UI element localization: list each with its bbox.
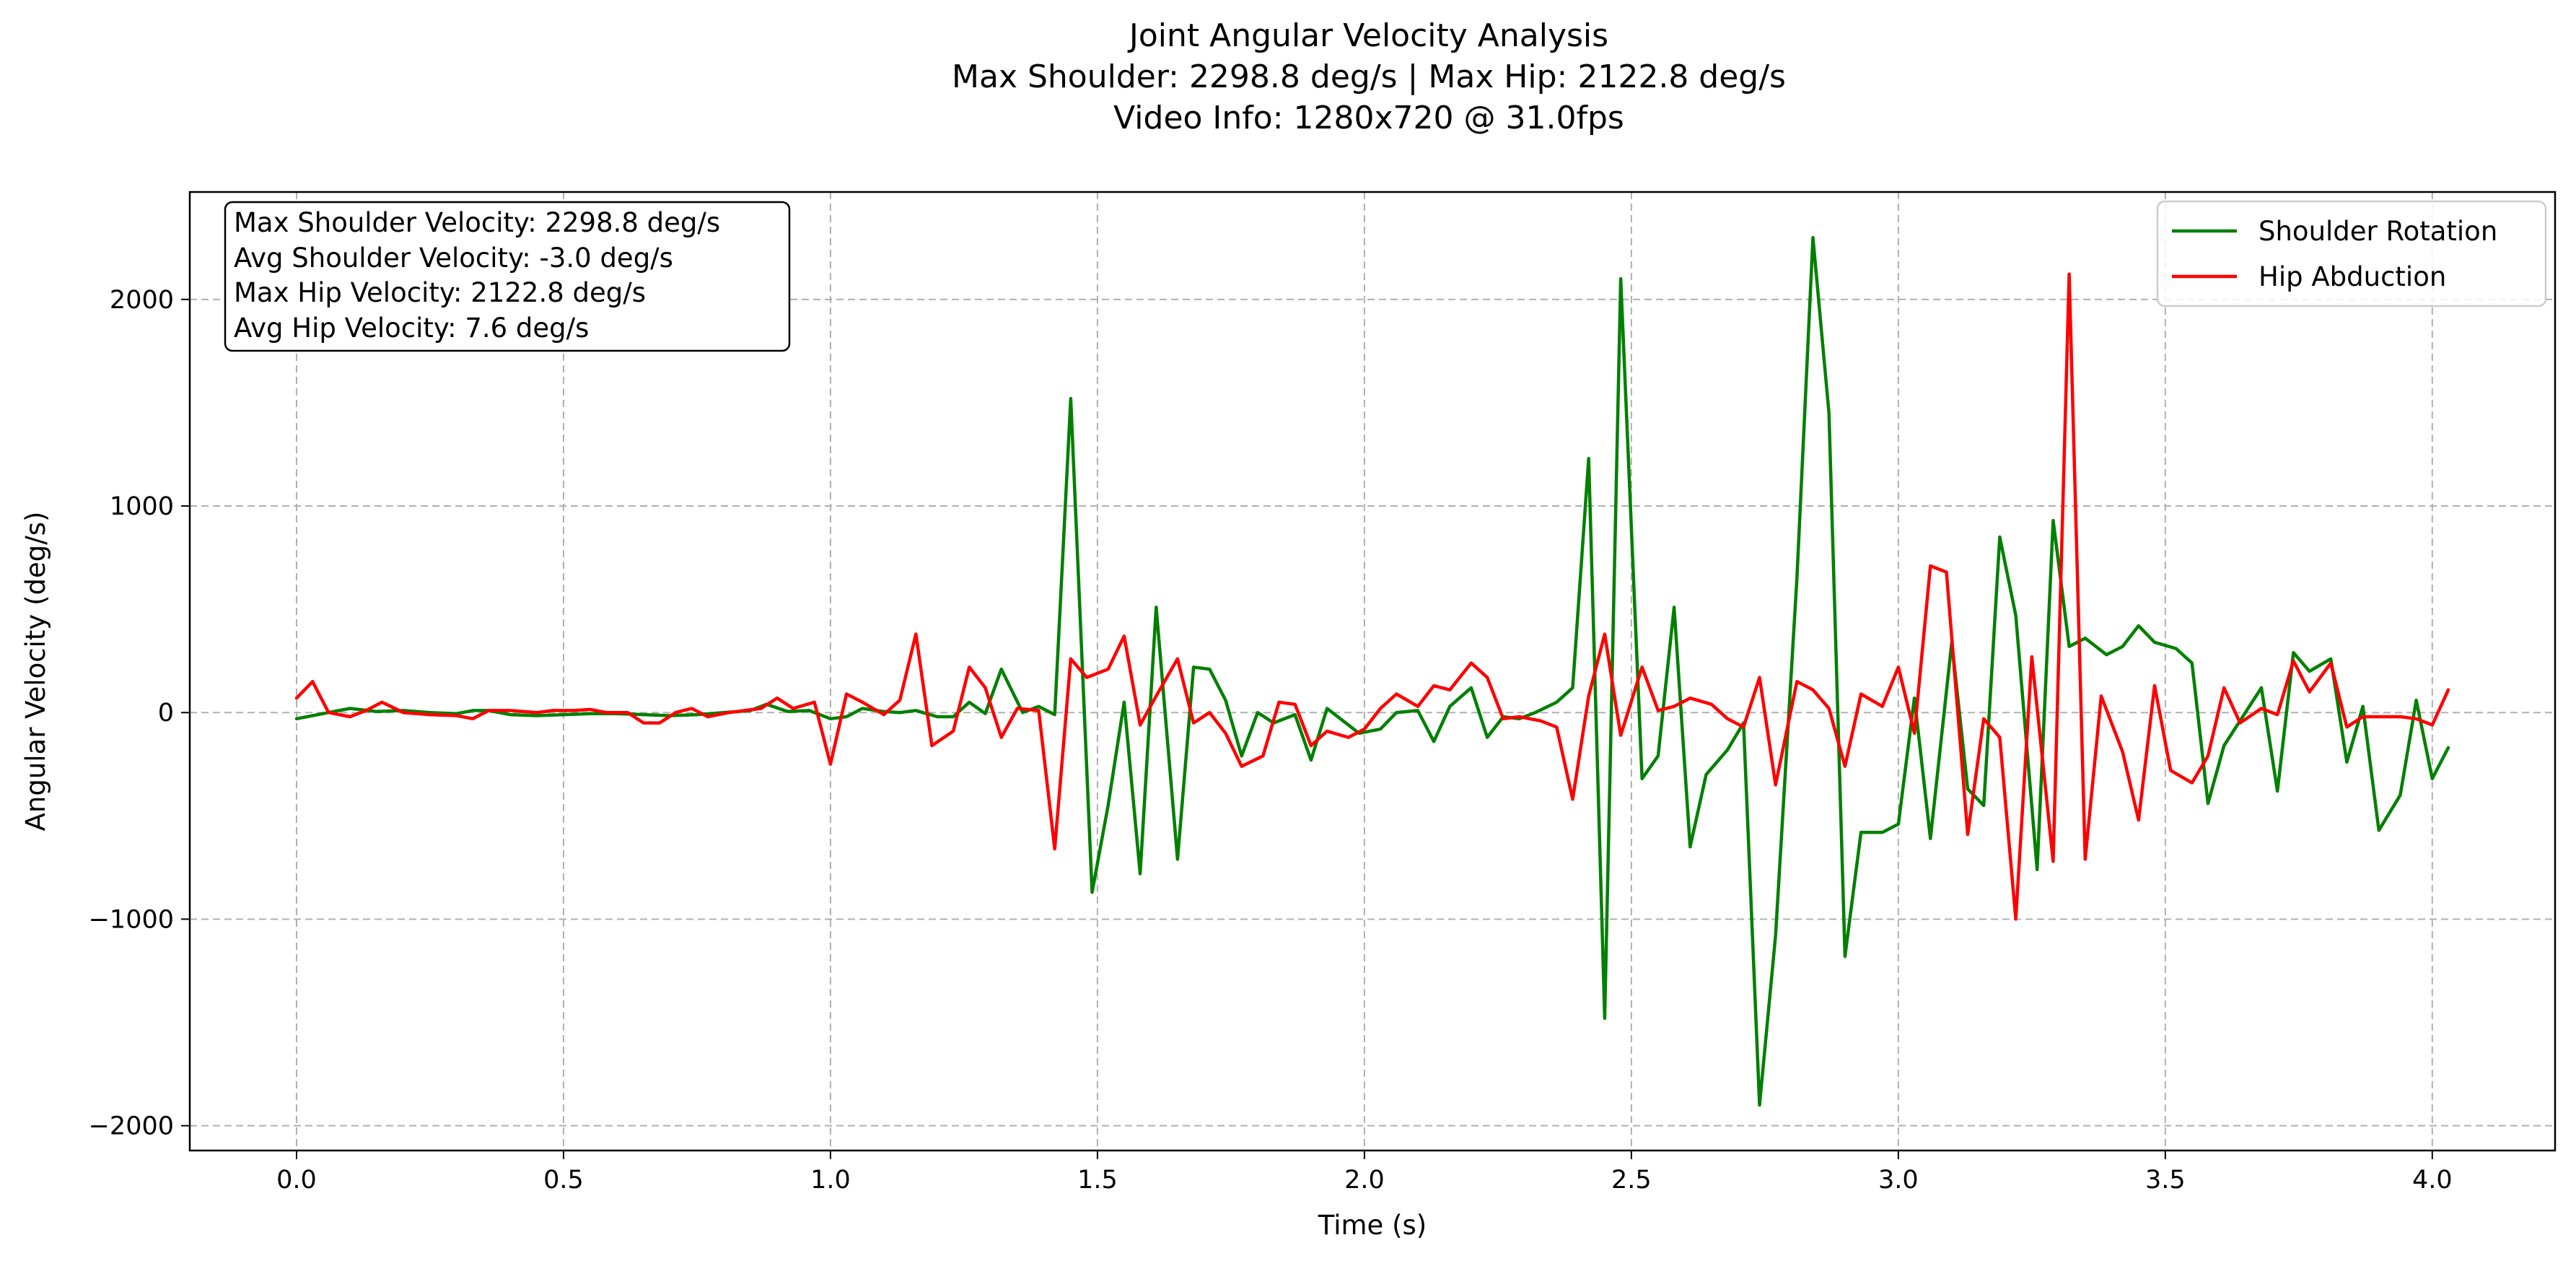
y-tick-label: −1000 <box>89 905 174 934</box>
legend: Shoulder Rotation Hip Abduction <box>2156 200 2547 307</box>
chart-title: Joint Angular Velocity Analysis <box>1127 17 1608 54</box>
series-line-hip-abduction <box>294 272 2450 921</box>
y-axis-label: Angular Velocity (deg/s) <box>20 512 51 831</box>
plot-frame <box>188 191 2557 1152</box>
x-tick-label: 3.5 <box>2145 1166 2186 1195</box>
x-tick-label: 0.0 <box>276 1166 317 1195</box>
y-tick-label: 0 <box>158 699 174 728</box>
stats-max-hip: Max Hip Velocity: 2122.8 deg/s <box>234 277 646 308</box>
x-tick-label: 2.0 <box>1344 1166 1385 1195</box>
x-axis-label: Time (s) <box>1318 1210 1427 1241</box>
stats-avg-shoulder: Avg Shoulder Velocity: -3.0 deg/s <box>234 243 673 274</box>
legend-label-hip-abduction: Hip Abduction <box>2259 261 2446 292</box>
x-tick-label: 0.5 <box>543 1166 584 1195</box>
x-tick-label: 3.0 <box>1878 1166 1919 1195</box>
stats-max-shoulder: Max Shoulder Velocity: 2298.8 deg/s <box>234 207 720 238</box>
x-tick-label: 1.5 <box>1077 1166 1118 1195</box>
stats-avg-hip: Avg Hip Velocity: 7.6 deg/s <box>234 313 589 344</box>
series-line-shoulder-rotation <box>294 236 2450 1107</box>
chart-subtitle-video: Video Info: 1280x720 @ 31.0fps <box>1113 100 1624 136</box>
x-axis-ticks: 0.0 0.5 1.0 1.5 2.0 2.5 3.0 3.5 4.0 <box>276 1151 2453 1195</box>
y-tick-label: 1000 <box>110 492 174 521</box>
y-tick-label: 2000 <box>110 286 174 315</box>
chart-subtitle-max: Max Shoulder: 2298.8 deg/s | Max Hip: 21… <box>952 58 1786 95</box>
x-tick-label: 1.0 <box>810 1166 851 1195</box>
series-lines <box>294 236 2450 1107</box>
stats-box-frame <box>224 201 791 352</box>
legend-frame <box>2156 200 2547 307</box>
stats-box: Max Shoulder Velocity: 2298.8 deg/s Avg … <box>224 201 791 352</box>
x-tick-label: 2.5 <box>1611 1166 1652 1195</box>
y-tick-label: −2000 <box>89 1112 174 1141</box>
legend-label-shoulder-rotation: Shoulder Rotation <box>2259 216 2497 247</box>
x-tick-label: 4.0 <box>2412 1166 2453 1195</box>
y-axis-ticks: −2000 −1000 0 1000 2000 <box>89 286 190 1141</box>
